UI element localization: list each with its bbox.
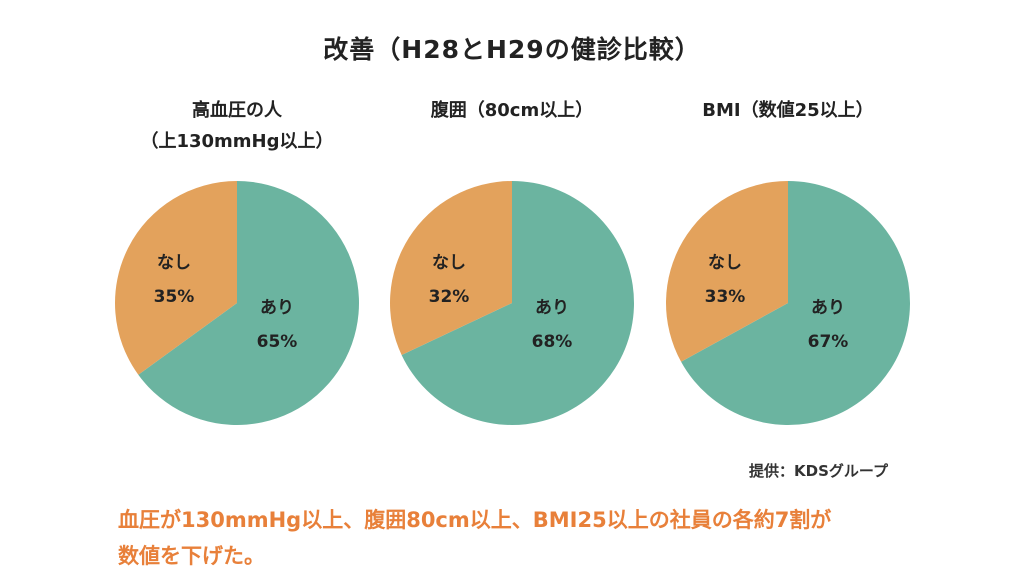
pie-title-blood-pressure: 高血圧の人 （上130mmHg以上） [99,95,375,161]
pie-title-line: （上130mmHg以上） [140,131,334,152]
caption-text: 血圧が130mmHg以上、腹囲80cm以上、BMI25以上の社員の各約7割が 数… [118,502,978,574]
slice-value-label: 68% [532,332,573,352]
slice-label: なし [157,253,191,273]
slice-label: なし [432,253,466,273]
pie-title-line: 腹囲（80cm以上） [430,100,594,121]
pie-slice-nashi [390,181,512,355]
pie-chart-blood-pressure: 高血圧の人 （上130mmHg以上） あり 65% なし 35% [99,95,375,425]
slice-value-label: 32% [429,287,470,307]
pie-svg-waist: あり 68% なし 32% [390,181,634,425]
slice-value-label: 35% [154,287,195,307]
slice-label: あり [260,298,294,318]
pie-title-waist: 腹囲（80cm以上） [374,95,650,161]
pie-chart-bmi: BMI（数値25以上） あり 67% なし 33% [650,95,926,425]
pie-svg-blood-pressure: あり 65% なし 35% [115,181,359,425]
credit-text: 提供：KDSグループ [749,462,888,480]
slice-label: あり [535,298,569,318]
pie-svg-bmi: あり 67% なし 33% [666,181,910,425]
slice-value-label: 33% [705,287,746,307]
pie-slice-nashi [115,181,237,375]
slice-value-label: 67% [808,332,849,352]
pie-title-line: 高血圧の人 [192,100,282,121]
caption-line-1: 血圧が130mmHg以上、腹囲80cm以上、BMI25以上の社員の各約7割が [118,508,832,532]
pie-slice-ari [138,181,359,425]
slice-label: なし [708,253,742,273]
slice-label: あり [811,298,845,318]
pie-slice-nashi [666,181,788,362]
caption-line-2: 数値を下げた。 [118,544,265,568]
chart-title: 改善（H28とH29の健診比較） [323,35,701,64]
pie-chart-waist: 腹囲（80cm以上） あり 68% なし 32% [374,95,650,425]
slice-value-label: 65% [257,332,298,352]
pie-slice-ari [401,181,634,425]
pie-title-bmi: BMI（数値25以上） [650,95,926,161]
pie-title-line: BMI（数値25以上） [702,100,874,121]
pie-slice-ari [681,181,910,425]
